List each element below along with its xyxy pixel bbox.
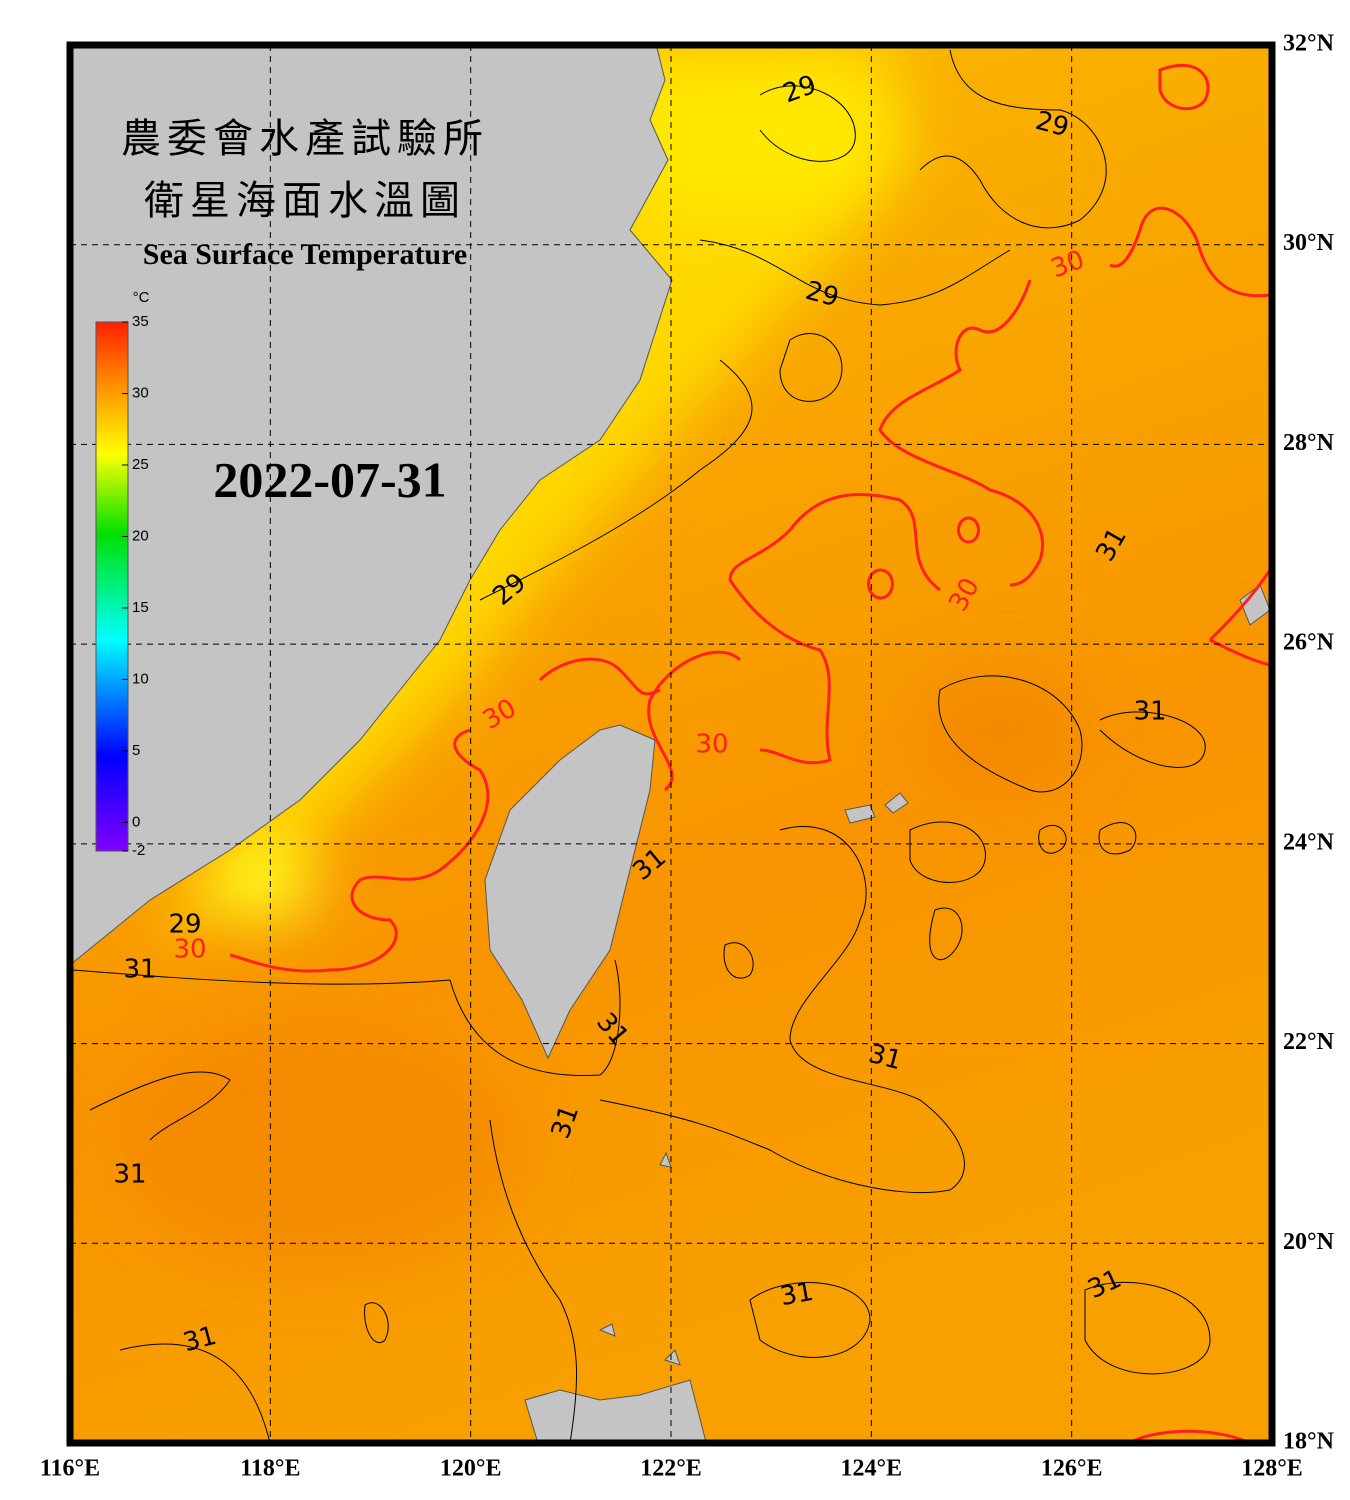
lat-label: 30°N: [1283, 230, 1335, 256]
colorbar-tick-label: 25: [132, 456, 149, 473]
contour-label: 31: [778, 1277, 816, 1312]
title-zh-2: 衛星海面水溫圖: [144, 178, 466, 223]
contour-label: 30: [695, 730, 728, 760]
date: 2022-07-31: [213, 451, 446, 507]
colorbar-tick-label: 10: [132, 670, 149, 687]
lat-label: 28°N: [1283, 430, 1335, 456]
lon-label: 122°E: [640, 1456, 702, 1482]
contour-label: 30: [173, 935, 206, 965]
title-en: Sea Surface Temperature: [143, 238, 467, 271]
lon-label: 116°E: [40, 1456, 100, 1482]
contour-label: 31: [1133, 697, 1166, 727]
map-frame: [66, 41, 1276, 1447]
colorbar-tick-label: 30: [132, 384, 149, 401]
contour-label: 29: [168, 910, 201, 940]
graticule: [70, 45, 1272, 1443]
title-zh-1: 農委會水產試驗所: [121, 116, 489, 161]
lat-label: 20°N: [1283, 1229, 1335, 1255]
lat-label: 32°N: [1283, 31, 1335, 57]
colorbar-unit: °C: [133, 289, 150, 306]
colorbar-tick-label: -2: [132, 842, 145, 859]
contour-label: 31: [123, 955, 156, 985]
lat-label: 26°N: [1283, 630, 1335, 656]
lon-label: 120°E: [440, 1456, 502, 1482]
colorbar: [95, 321, 129, 852]
lon-label: 126°E: [1041, 1456, 1103, 1482]
land: [70, 45, 1271, 1443]
axes: 116°E 118°E 120°E 122°E 124°E 126°E 128°E 32°N 3…: [40, 31, 1335, 1482]
colorbar-tick-label: 15: [132, 599, 149, 616]
contour-label: 31: [113, 1160, 146, 1190]
lon-label: 124°E: [841, 1456, 903, 1482]
colorbar-tick-label: 5: [132, 742, 140, 759]
lat-label: 24°N: [1283, 829, 1335, 855]
lon-label: 128°E: [1241, 1456, 1303, 1482]
lat-label: 18°N: [1283, 1429, 1335, 1455]
colorbar-tick-label: 0: [132, 813, 140, 830]
contours-black: [72, 49, 1211, 1443]
lat-label: 22°N: [1283, 1029, 1335, 1055]
lon-label: 118°E: [240, 1456, 300, 1482]
colorbar-tick-label: 20: [132, 527, 149, 544]
colorbar-tick-label: 35: [132, 313, 149, 330]
contours-30: [229, 63, 1272, 1443]
